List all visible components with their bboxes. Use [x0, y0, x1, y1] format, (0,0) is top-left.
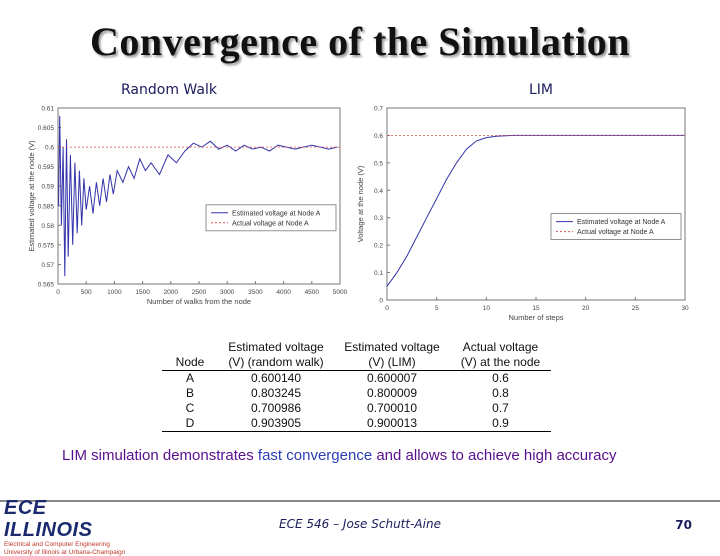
conclusion-part-2: and allows to achieve high accuracy [372, 447, 616, 464]
cell-node: D [162, 416, 218, 432]
rw-x-tick-label: 2500 [192, 289, 207, 296]
cell-random-walk: 0.803245 [218, 386, 334, 401]
table-row: D 0.903905 0.900013 0.9 [162, 416, 551, 432]
rw-x-tick-label: 1500 [135, 289, 150, 296]
footer-text: ECE 546 – Jose Schutt-Aine [0, 517, 720, 531]
lim-y-tick-label: 0 [379, 298, 383, 305]
rw-x-tick-label: 1000 [107, 289, 122, 296]
lim-x-tick-label: 0 [385, 305, 389, 312]
lim-y-tick-label: 0.7 [374, 106, 383, 113]
random-walk-subtitle: Random Walk [121, 82, 217, 98]
cell-lim: 0.900013 [334, 416, 450, 432]
lim-y-tick-label: 0.5 [374, 160, 383, 167]
cell-node: C [162, 401, 218, 416]
voltage-comparison-table: Node Estimated voltage (V) (random walk)… [162, 340, 551, 432]
rw-plot-frame [58, 108, 340, 284]
rw-y-tick-label: 0.605 [38, 125, 55, 132]
lim-y-tick-label: 0.6 [374, 133, 383, 140]
rw-legend-label: Actual voltage at Node A [232, 220, 309, 227]
rw-y-tick-label: 0.595 [38, 164, 55, 171]
cell-actual: 0.6 [450, 371, 551, 387]
lim-x-tick-label: 30 [681, 305, 689, 312]
rw-x-axis-label: Number of walks from the node [147, 297, 251, 306]
header-random-walk: Estimated voltage (V) (random walk) [218, 340, 334, 371]
conclusion-part-1: LIM simulation demonstrates [62, 447, 258, 464]
lim-x-tick-label: 5 [435, 305, 439, 312]
rw-y-tick-label: 0.58 [41, 223, 54, 230]
rw-x-tick-label: 4500 [305, 289, 320, 296]
lim-y-tick-label: 0.3 [374, 215, 383, 222]
rw-y-axis-label: Estimated voltage at the node (V) [27, 140, 36, 252]
rw-x-tick-label: 0 [56, 289, 60, 296]
rw-y-tick-label: 0.565 [38, 282, 55, 289]
header-node: Node [162, 340, 218, 371]
lim-y-tick-label: 0.4 [374, 188, 383, 195]
cell-actual: 0.7 [450, 401, 551, 416]
cell-random-walk: 0.903905 [218, 416, 334, 432]
rw-x-tick-label: 500 [81, 289, 92, 296]
rw-y-tick-label: 0.585 [38, 203, 55, 210]
lim-chart: 0 5 10 15 20 25 30 0 0.1 0.2 0.3 0.4 0.5 0.6 0.7 Number… [345, 100, 695, 330]
cell-actual: 0.9 [450, 416, 551, 432]
rw-x-tick-label: 2000 [164, 289, 179, 296]
conclusion-highlight: fast convergence [258, 447, 372, 464]
cell-lim: 0.600007 [334, 371, 450, 387]
lim-x-tick-label: 20 [582, 305, 590, 312]
cell-actual: 0.8 [450, 386, 551, 401]
rw-y-tick-label: 0.61 [41, 106, 54, 113]
cell-node: A [162, 371, 218, 387]
logo-university-line: University of Illinois at Urbana-Champai… [4, 549, 134, 556]
rw-x-tick-label: 4000 [276, 289, 291, 296]
cell-random-walk: 0.700986 [218, 401, 334, 416]
lim-y-tick-label: 0.2 [374, 243, 383, 250]
page-number: 70 [675, 518, 692, 532]
lim-legend-label: Actual voltage at Node A [577, 229, 654, 236]
lim-y-axis-label: Voltage at the node (V) [356, 165, 365, 242]
cell-lim: 0.700010 [334, 401, 450, 416]
rw-y-tick-label: 0.575 [38, 242, 55, 249]
lim-x-tick-label: 10 [483, 305, 491, 312]
lim-subtitle: LIM [529, 82, 553, 98]
slide-title: Convergence of the Simulation [0, 18, 720, 65]
cell-node: B [162, 386, 218, 401]
lim-plot-frame [387, 108, 685, 300]
rw-x-tick-label: 3500 [248, 289, 263, 296]
table-row: B 0.803245 0.800009 0.8 [162, 386, 551, 401]
table-header-row: Node Estimated voltage (V) (random walk)… [162, 340, 551, 371]
lim-legend-label: Estimated voltage at Node A [577, 219, 666, 226]
header-lim: Estimated voltage (V) (LIM) [334, 340, 450, 371]
header-actual: Actual voltage (V) at the node [450, 340, 551, 371]
rw-legend-label: Estimated voltage at Node A [232, 210, 321, 217]
lim-x-tick-label: 15 [532, 305, 540, 312]
table-row: A 0.600140 0.600007 0.6 [162, 371, 551, 387]
table-row: C 0.700986 0.700010 0.7 [162, 401, 551, 416]
cell-lim: 0.800009 [334, 386, 450, 401]
conclusion-text: LIM simulation demonstrates fast converg… [62, 446, 622, 466]
logo-department-line: Electrical and Computer Engineering [4, 541, 134, 549]
lim-x-axis-label: Number of steps [508, 313, 563, 322]
lim-y-tick-label: 0.1 [374, 270, 383, 277]
rw-y-tick-label: 0.6 [45, 145, 54, 152]
rw-y-tick-label: 0.57 [41, 262, 54, 269]
rw-x-tick-label: 3000 [220, 289, 235, 296]
lim-x-tick-label: 25 [632, 305, 640, 312]
cell-random-walk: 0.600140 [218, 371, 334, 387]
rw-y-tick-label: 0.59 [41, 184, 54, 191]
